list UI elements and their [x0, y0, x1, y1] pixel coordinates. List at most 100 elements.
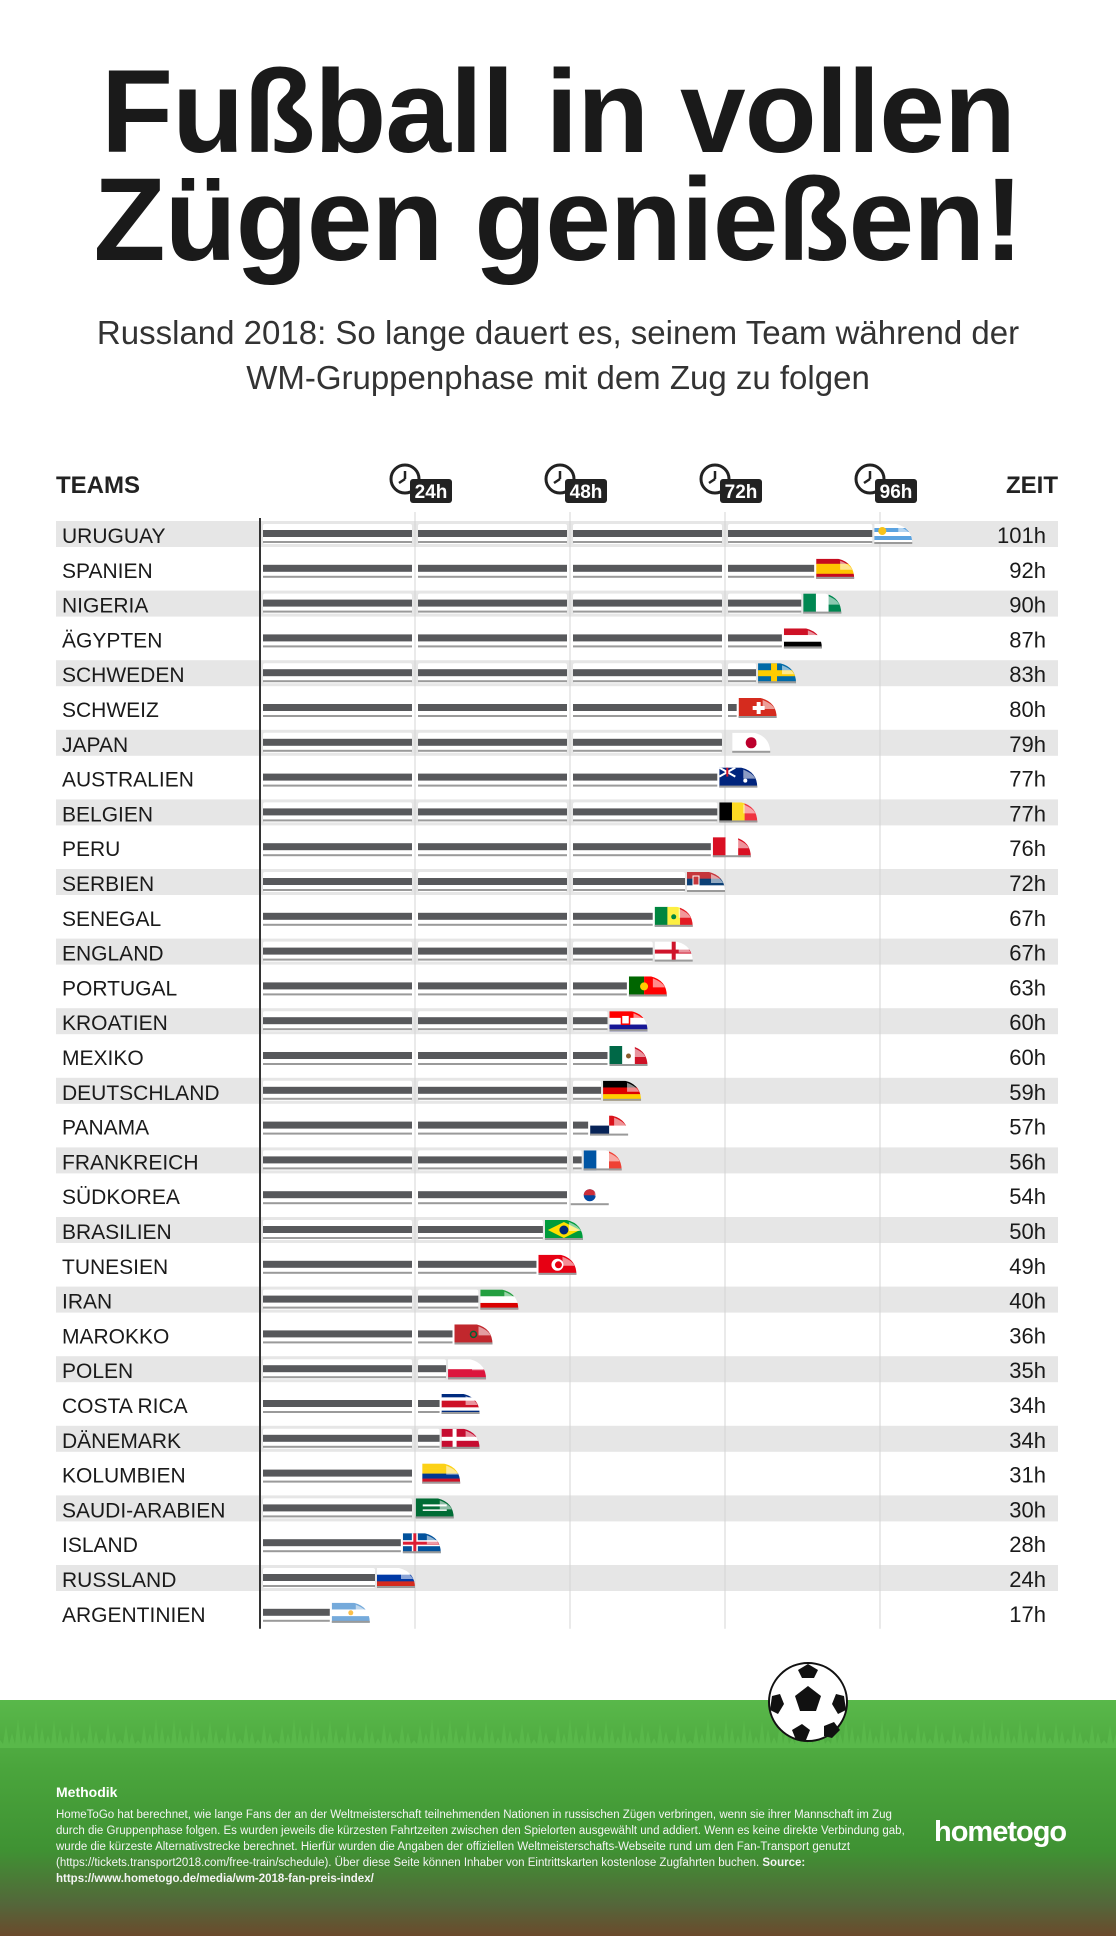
data-label: 80h — [1009, 697, 1046, 722]
data-label: 77h — [1009, 801, 1046, 826]
train-bar — [263, 1185, 609, 1206]
train-bar — [263, 732, 771, 753]
train-bar — [263, 1324, 493, 1345]
team-label: URUGUAY — [62, 525, 165, 548]
train-bar — [263, 1463, 461, 1484]
egypt-flag-icon — [783, 628, 822, 649]
team-label: PORTUGAL — [62, 977, 177, 1000]
train-bar — [263, 1080, 642, 1101]
data-label: 30h — [1009, 1497, 1046, 1522]
hometogo-logo: hometogo — [934, 1816, 1067, 1848]
train-bar — [263, 1220, 583, 1240]
tick-label: 24h — [389, 463, 452, 503]
row-background — [56, 1495, 1058, 1522]
data-label: 24h — [1009, 1567, 1046, 1592]
data-label: 83h — [1009, 662, 1046, 687]
data-label: 17h — [1009, 1602, 1046, 1627]
train-bar — [263, 1289, 519, 1310]
train-bar — [263, 1254, 577, 1275]
team-label: ISLAND — [62, 1534, 138, 1557]
train-bar — [263, 1046, 648, 1066]
train-bar — [263, 663, 797, 684]
colombia-flag-icon — [422, 1463, 461, 1484]
team-label: SAUDI-ARABIEN — [62, 1499, 225, 1522]
data-label: 63h — [1009, 975, 1046, 1000]
row-background — [56, 1425, 1058, 1452]
team-label: SCHWEDEN — [62, 664, 185, 687]
soccer-ball-icon — [768, 1662, 848, 1742]
team-label: ENGLAND — [62, 943, 164, 966]
data-label: 76h — [1009, 836, 1046, 861]
team-label: MEXIKO — [62, 1047, 144, 1070]
time-column-header: ZEIT — [1006, 472, 1058, 499]
svg-text:96h: 96h — [880, 482, 913, 503]
tick-label: 96h — [854, 463, 917, 503]
data-label: 87h — [1009, 627, 1046, 652]
svg-text:24h: 24h — [415, 482, 448, 503]
team-label: TUNESIEN — [62, 1256, 168, 1279]
team-label: JAPAN — [62, 734, 128, 757]
team-label: KOLUMBIEN — [62, 1465, 186, 1488]
data-label: 92h — [1009, 558, 1046, 583]
svg-text:72h: 72h — [725, 482, 758, 503]
data-label: 40h — [1009, 1289, 1046, 1314]
team-label: AUSTRALIEN — [62, 769, 194, 792]
data-label: 60h — [1009, 1045, 1046, 1070]
team-label: PERU — [62, 838, 120, 861]
data-label: 101h — [997, 523, 1046, 548]
train-bar — [263, 1115, 629, 1136]
argentina-flag-icon — [331, 1602, 370, 1623]
train-bar — [263, 1394, 480, 1414]
tick-label: 48h — [544, 463, 607, 503]
data-label: 60h — [1009, 1010, 1046, 1035]
data-label: 90h — [1009, 593, 1046, 618]
train-bar — [263, 524, 913, 544]
train-bar — [263, 1602, 370, 1623]
germany-flag-icon — [603, 1080, 642, 1101]
team-label: DEUTSCHLAND — [62, 1082, 220, 1105]
team-label: SÜDKOREA — [62, 1186, 180, 1209]
train-bar — [263, 628, 822, 649]
train-bar — [263, 837, 751, 858]
subtitle-line-1: Russland 2018: So lange dauert es, seine… — [96, 314, 1020, 351]
team-label: ÄGYPTEN — [62, 629, 162, 652]
row-background — [56, 1286, 1058, 1313]
team-label: BELGIEN — [62, 803, 153, 826]
svg-text:48h: 48h — [570, 482, 603, 503]
title-line-1: Fußball in vollen — [101, 46, 1016, 178]
train-bar — [263, 1011, 648, 1032]
team-label: BRASILIEN — [62, 1221, 172, 1244]
title-line-2: Zügen genießen! — [93, 154, 1024, 286]
team-label: SCHWEIZ — [62, 699, 159, 722]
team-label: COSTA RICA — [62, 1395, 188, 1418]
serbia-flag-icon — [687, 872, 725, 892]
team-label: NIGERIA — [62, 595, 148, 618]
teams-column-header: TEAMS — [56, 472, 140, 499]
poland-flag-icon — [448, 1359, 487, 1380]
data-label: 79h — [1009, 732, 1046, 757]
subtitle: Russland 2018: So lange dauert es, seine… — [40, 310, 1076, 400]
data-label: 36h — [1009, 1323, 1046, 1348]
data-label: 67h — [1009, 906, 1046, 931]
data-label: 59h — [1009, 1080, 1046, 1105]
spain-flag-icon — [816, 558, 855, 579]
russia-flag-icon — [377, 1568, 415, 1588]
train-bar — [263, 1359, 487, 1380]
data-label: 56h — [1009, 1149, 1046, 1174]
data-label: 67h — [1009, 941, 1046, 966]
methodik-heading: Methodik — [56, 1784, 118, 1800]
data-label: 57h — [1009, 1115, 1046, 1140]
team-label: IRAN — [62, 1291, 112, 1314]
train-bar — [263, 1150, 622, 1171]
team-label: SPANIEN — [62, 560, 153, 583]
subtitle-line-2: WM-Gruppenphase mit dem Zug zu folgen — [246, 359, 870, 396]
train-bar — [263, 1498, 454, 1519]
data-label: 34h — [1009, 1428, 1046, 1453]
train-bar — [263, 976, 667, 997]
data-label: 31h — [1009, 1463, 1046, 1488]
row-background — [56, 1565, 1058, 1591]
train-chart: 24h 48h 72h 96h URUGUAY 101h SPANIEN 92h NIGERIA… — [56, 463, 1058, 1629]
team-label: FRANKREICH — [62, 1151, 199, 1174]
row-background — [56, 1356, 1058, 1383]
team-label: SENEGAL — [62, 908, 161, 931]
